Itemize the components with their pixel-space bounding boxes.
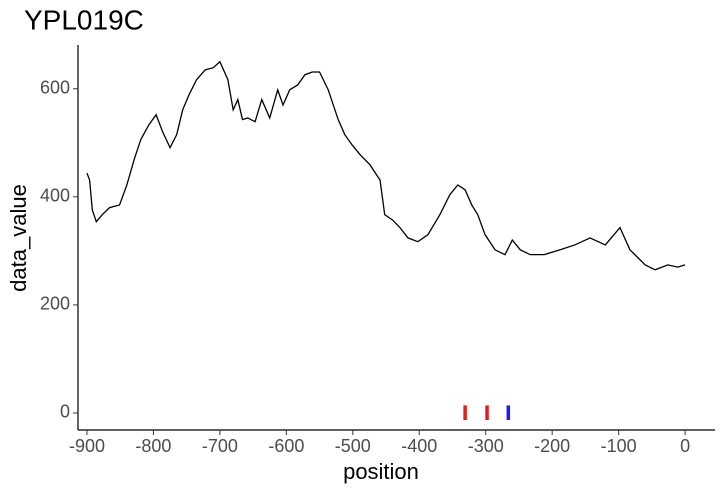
y-tick-label: 400 (40, 186, 70, 206)
x-tick-label: -300 (468, 436, 504, 456)
x-tick-label: -900 (69, 436, 105, 456)
y-tick-label: 200 (40, 294, 70, 314)
data-line (86, 60, 686, 271)
x-tick-label: -700 (202, 436, 238, 456)
x-tick-label: -200 (534, 436, 570, 456)
chart-title: YPL019C (24, 4, 144, 35)
y-tick-label: 600 (40, 78, 70, 98)
x-tick-label: -100 (601, 436, 637, 456)
y-tick-label: 0 (60, 402, 70, 422)
x-tick-label: -500 (335, 436, 371, 456)
x-tick-label: -800 (135, 436, 171, 456)
x-tick-label: 0 (680, 436, 690, 456)
x-tick-label: -400 (401, 436, 437, 456)
x-tick-label: -600 (268, 436, 304, 456)
x-axis-title: position (343, 459, 419, 484)
y-axis-title: data_value (6, 184, 31, 292)
